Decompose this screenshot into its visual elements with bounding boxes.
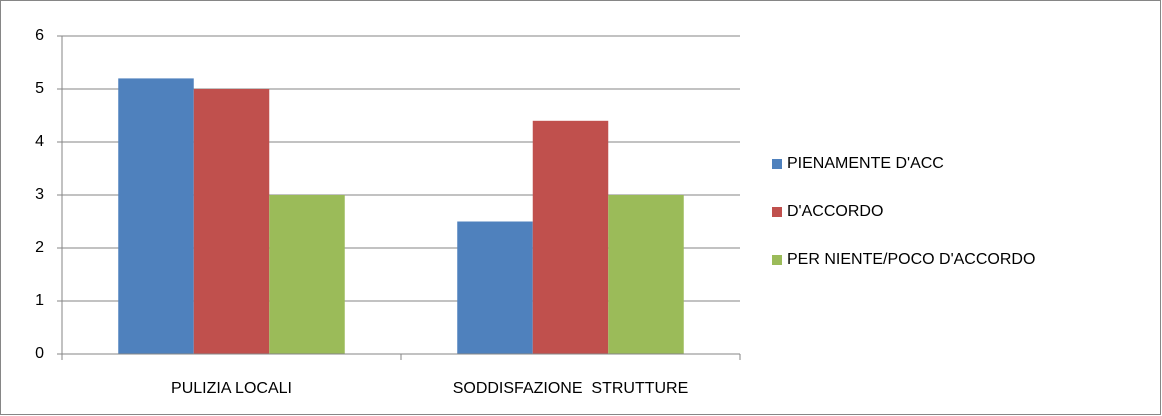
legend-label: PIENAMENTE D'ACC — [787, 155, 944, 172]
bar — [532, 120, 609, 354]
bar — [457, 221, 533, 354]
legend-label: PER NIENTE/POCO D'ACCORDO — [787, 251, 1035, 268]
y-tick-label: 4 — [35, 133, 44, 150]
bar — [193, 89, 270, 354]
y-tick-label: 1 — [35, 292, 44, 309]
legend-swatch — [772, 207, 782, 217]
x-tick-label: SODDISFAZIONE STRUTTURE — [453, 380, 689, 397]
legend-swatch — [772, 159, 782, 169]
bar — [118, 78, 194, 355]
y-tick-label: 3 — [35, 186, 44, 203]
legend-label: D'ACCORDO — [787, 203, 883, 220]
bar — [269, 195, 345, 354]
y-tick-label: 2 — [35, 239, 44, 256]
x-tick-label: PULIZIA LOCALI — [171, 380, 292, 397]
y-tick-label: 5 — [35, 80, 44, 97]
bar — [608, 195, 684, 354]
y-tick-label: 6 — [35, 27, 44, 44]
y-tick-label: 0 — [35, 345, 44, 362]
legend-swatch — [772, 255, 782, 265]
